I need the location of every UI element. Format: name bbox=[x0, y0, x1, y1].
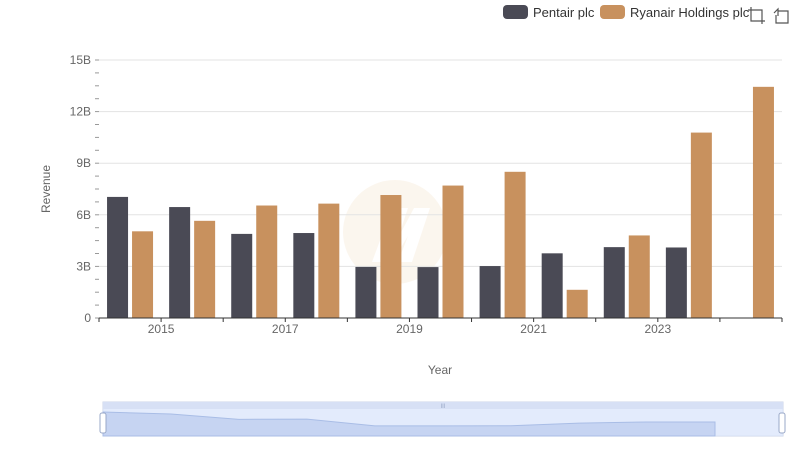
bar-pentair-2019[interactable] bbox=[417, 267, 439, 318]
y-tick-label: 3B bbox=[76, 259, 91, 273]
bar-ryanair-2014[interactable] bbox=[132, 231, 154, 318]
bar-ryanair-2015[interactable] bbox=[194, 220, 216, 318]
bar-pentair-2020[interactable] bbox=[479, 266, 501, 318]
bar-pentair-2014[interactable] bbox=[107, 196, 129, 318]
y-axis-title: Revenue bbox=[39, 165, 53, 213]
slider-drag-grip[interactable]: III bbox=[440, 404, 445, 410]
bar-ryanair-2022[interactable] bbox=[628, 235, 650, 318]
x-tick-label: 2015 bbox=[148, 322, 175, 336]
legend-label-pentair: Pentair plc bbox=[533, 5, 595, 20]
slider-handle-right[interactable] bbox=[778, 412, 786, 434]
bar-pentair-2022[interactable] bbox=[603, 247, 625, 318]
bar-pentair-2018[interactable] bbox=[355, 266, 377, 318]
x-tick-label: 2021 bbox=[520, 322, 547, 336]
x-tick-label: 2023 bbox=[644, 322, 671, 336]
x-axis: 2015 2017 2019 2021 2023 bbox=[98, 318, 783, 336]
legend-item-ryanair[interactable]: Ryanair Holdings plc bbox=[600, 5, 750, 20]
x-tick-label: 2017 bbox=[272, 322, 299, 336]
bar-pentair-2016[interactable] bbox=[231, 233, 253, 318]
y-tick-label: 9B bbox=[76, 156, 91, 170]
data-zoom-slider[interactable]: III bbox=[99, 401, 786, 437]
bar-ryanair-2021[interactable] bbox=[566, 289, 588, 318]
y-tick-label: 12B bbox=[70, 105, 91, 119]
bar-pentair-2021[interactable] bbox=[541, 253, 563, 318]
bar-ryanair-2024[interactable] bbox=[752, 86, 774, 318]
bar-ryanair-2018[interactable] bbox=[380, 195, 402, 318]
slider-handle-left[interactable] bbox=[99, 412, 107, 434]
y-tick-label: 0 bbox=[84, 311, 91, 325]
bar-ryanair-2019[interactable] bbox=[442, 185, 464, 318]
x-tick-label: 2019 bbox=[396, 322, 423, 336]
reset-zoom-icon[interactable] bbox=[773, 7, 789, 24]
y-axis: 0 3B 6B 9B 12B 15B bbox=[70, 53, 99, 325]
bar-ryanair-2017[interactable] bbox=[318, 203, 340, 318]
bar-ryanair-2020[interactable] bbox=[504, 171, 526, 318]
legend-swatch-pentair bbox=[503, 5, 528, 19]
zoom-icon[interactable] bbox=[748, 7, 765, 24]
legend: Pentair plc Ryanair Holdings plc bbox=[503, 5, 750, 20]
legend-item-pentair[interactable]: Pentair plc bbox=[503, 5, 595, 20]
x-axis-title: Year bbox=[428, 363, 452, 377]
y-tick-label: 15B bbox=[70, 53, 91, 67]
legend-swatch-ryanair bbox=[600, 5, 625, 19]
bar-pentair-2023[interactable] bbox=[665, 247, 687, 318]
slider-preview-area bbox=[102, 411, 716, 437]
bars bbox=[107, 86, 774, 318]
y-tick-label: 6B bbox=[76, 208, 91, 222]
bar-ryanair-2016[interactable] bbox=[256, 205, 278, 318]
bar-pentair-2017[interactable] bbox=[293, 233, 315, 318]
legend-label-ryanair: Ryanair Holdings plc bbox=[630, 5, 750, 20]
slider-top-bar[interactable] bbox=[103, 402, 783, 409]
bar-pentair-2015[interactable] bbox=[169, 207, 191, 318]
bar-ryanair-2023[interactable] bbox=[690, 132, 712, 318]
